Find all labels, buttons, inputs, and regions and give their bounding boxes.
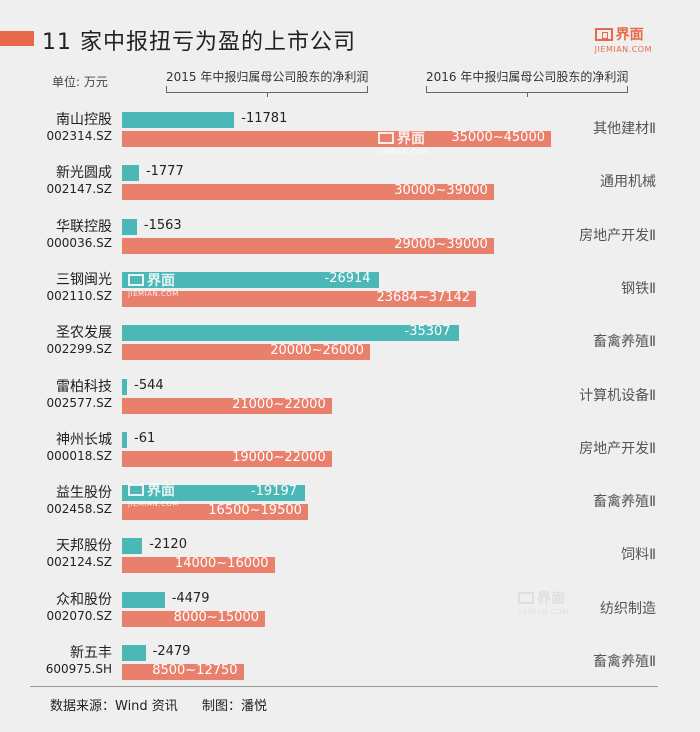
company-name: 新五丰: [70, 645, 112, 661]
company-code: 000018.SZ: [46, 448, 112, 463]
company-name: 神州长城: [56, 431, 112, 448]
industry-label: 钢铁Ⅱ: [621, 280, 656, 297]
industry-label: 房地产开发Ⅱ: [579, 227, 656, 244]
data-source: 数据来源：Wind 资讯: [50, 699, 178, 714]
logo-text: 界面: [615, 27, 644, 43]
value-label-2016: 8500~12750: [152, 663, 238, 678]
bar-2016: [122, 610, 265, 627]
value-label-2016: 8000~15000: [173, 609, 259, 625]
legend-2015-brace: [166, 86, 369, 97]
bar-2015: [122, 325, 459, 342]
bar-2016: [122, 237, 494, 254]
company-code: 002124.SZ: [46, 555, 112, 570]
value-label-2015: -19197: [250, 484, 297, 500]
chart-author: 制图：潘悦: [202, 699, 268, 714]
company-name: 天邦股份: [56, 538, 112, 555]
industry-label: 畜禽养殖Ⅱ: [593, 494, 656, 511]
value-label-2016: 20000~26000: [270, 343, 364, 359]
watermark-box-icon: [518, 592, 534, 604]
company-name: 圣农发展: [56, 325, 112, 342]
bar-2016: [122, 184, 494, 201]
bar-2015: [122, 485, 305, 502]
industry-label: 饲料Ⅱ: [621, 547, 656, 564]
value-label-2015: -26914: [324, 270, 371, 286]
company-name: 众和股份: [56, 591, 112, 608]
company-code: 600975.SH: [45, 662, 112, 676]
jiemian-logo: 界面 JIEMIAN.COM: [594, 24, 652, 54]
bar-2015: [122, 538, 143, 555]
value-label-2015: -35307: [404, 324, 451, 340]
industry-label: 通用机械: [600, 174, 656, 191]
company-name: 新光圆成: [56, 165, 112, 182]
legend-2016-brace: [426, 86, 629, 97]
watermark: 界面 JIEMIAN.COM: [518, 588, 569, 616]
bar-2015: [122, 378, 128, 395]
value-label-2015: -61: [134, 430, 156, 446]
logo-subtext: JIEMIAN.COM: [594, 45, 652, 54]
company-code: 002458.SZ: [46, 502, 112, 517]
company-name: 益生股份: [56, 485, 112, 502]
company-code: 000036.SZ: [46, 235, 112, 250]
value-label-2015: -2479: [152, 644, 191, 659]
industry-label: 纺织制造: [600, 600, 656, 617]
value-label-2016: 23684~37142: [376, 289, 471, 305]
value-label-2015: -544: [134, 377, 164, 393]
bar-2016: [122, 344, 370, 361]
bar-2015: [122, 112, 235, 128]
value-label-2015: -1777: [145, 164, 184, 180]
value-label-2016: 29000~39000: [394, 236, 488, 252]
bar-2016: [122, 504, 308, 521]
legend-2016: 2016 年中报归属母公司股东的净利润: [426, 68, 629, 97]
bar-2015: [122, 591, 165, 608]
bar-2016: [122, 397, 332, 414]
industry-label: 计算机设备Ⅱ: [579, 387, 656, 404]
title-accent-bar: [0, 31, 34, 46]
value-label-2016: 30000~39000: [394, 183, 488, 199]
company-code: 002110.SZ: [46, 288, 112, 303]
value-label-2015: -11781: [241, 111, 288, 126]
legend-2015: 2015 年中报归属母公司股东的净利润: [166, 68, 369, 97]
bar-2015: [122, 271, 379, 288]
value-label-2015: -4479: [171, 590, 210, 606]
watermark-subtext: JIEMIAN.COM: [378, 148, 429, 156]
bar-2016: [122, 557, 275, 574]
logo-box-icon: [594, 27, 613, 41]
value-label-2015: -1563: [143, 217, 182, 233]
bar-2016: [122, 131, 551, 147]
company-code: 002314.SZ: [46, 129, 112, 143]
company-name: 华联控股: [56, 218, 112, 235]
value-label-2016: 16500~19500: [208, 503, 302, 519]
bar-2016: [122, 664, 244, 680]
legend-2015-label: 2015 年中报归属母公司股东的净利润: [166, 70, 369, 84]
company-name: 南山控股: [56, 112, 112, 128]
bar-2015: [122, 645, 146, 661]
industry-label: 畜禽养殖Ⅱ: [593, 334, 656, 351]
value-label-2016: 19000~22000: [232, 449, 326, 465]
bar-2015: [122, 431, 127, 448]
company-code: 002147.SZ: [46, 182, 112, 197]
value-label-2016: 21000~22000: [232, 396, 326, 412]
watermark-text: 界面: [537, 591, 565, 607]
company-code: 002299.SZ: [46, 342, 112, 357]
watermark-subtext: JIEMIAN.COM: [518, 608, 569, 616]
bar-2015: [122, 165, 139, 182]
unit-label: 单位: 万元: [52, 75, 108, 89]
industry-label: 畜禽养殖Ⅱ: [593, 654, 656, 670]
footer-divider: [30, 686, 658, 687]
value-label-2016: 14000~16000: [174, 556, 269, 572]
bar-2016: [122, 450, 332, 467]
company-code: 002577.SZ: [46, 395, 112, 410]
bar-2015: [122, 218, 137, 235]
company-code: 002070.SZ: [46, 608, 112, 623]
company-name: 雷柏科技: [56, 378, 112, 395]
legend-2016-label: 2016 年中报归属母公司股东的净利润: [426, 70, 629, 84]
chart-title: 11 家中报扭亏为盈的上市公司: [42, 30, 356, 55]
industry-label: 房地产开发Ⅱ: [579, 440, 656, 457]
bar-2016: [122, 290, 477, 307]
value-label-2015: -2120: [149, 537, 187, 553]
value-label-2016: 35000~45000: [451, 130, 545, 145]
industry-label: 其他建材Ⅱ: [593, 121, 656, 137]
company-name: 三钢闽光: [56, 271, 112, 288]
